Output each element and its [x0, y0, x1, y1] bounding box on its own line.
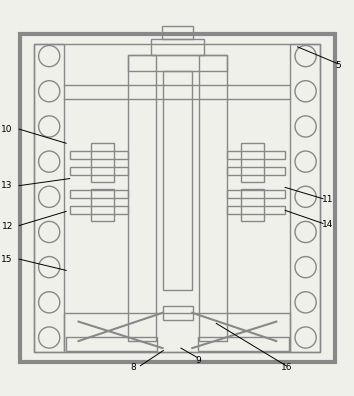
Bar: [64, 313, 290, 352]
Bar: [66, 337, 157, 350]
Bar: [241, 143, 264, 182]
Bar: [34, 44, 320, 352]
Text: 12: 12: [1, 222, 13, 231]
Bar: [70, 167, 128, 175]
Bar: [70, 206, 128, 214]
Bar: [161, 26, 193, 39]
Bar: [128, 55, 156, 341]
Bar: [163, 71, 192, 290]
Text: 15: 15: [1, 255, 13, 264]
Bar: [91, 189, 114, 221]
Bar: [227, 151, 285, 159]
Bar: [20, 34, 335, 362]
Text: 8: 8: [130, 363, 136, 372]
Text: 13: 13: [1, 181, 13, 190]
Bar: [227, 206, 285, 214]
Bar: [241, 189, 264, 221]
Bar: [151, 39, 204, 55]
Bar: [128, 55, 227, 71]
Bar: [199, 55, 227, 341]
Bar: [290, 44, 320, 352]
Text: 11: 11: [322, 195, 333, 204]
Text: 14: 14: [322, 220, 333, 229]
Bar: [70, 151, 128, 159]
Bar: [198, 337, 289, 350]
Text: 10: 10: [1, 125, 13, 133]
Bar: [162, 306, 193, 320]
Text: 9: 9: [196, 356, 201, 365]
Bar: [227, 190, 285, 198]
Text: 5: 5: [335, 61, 341, 70]
Bar: [227, 167, 285, 175]
Bar: [34, 44, 64, 352]
Bar: [91, 143, 114, 182]
Bar: [70, 190, 128, 198]
Text: 16: 16: [281, 363, 293, 372]
